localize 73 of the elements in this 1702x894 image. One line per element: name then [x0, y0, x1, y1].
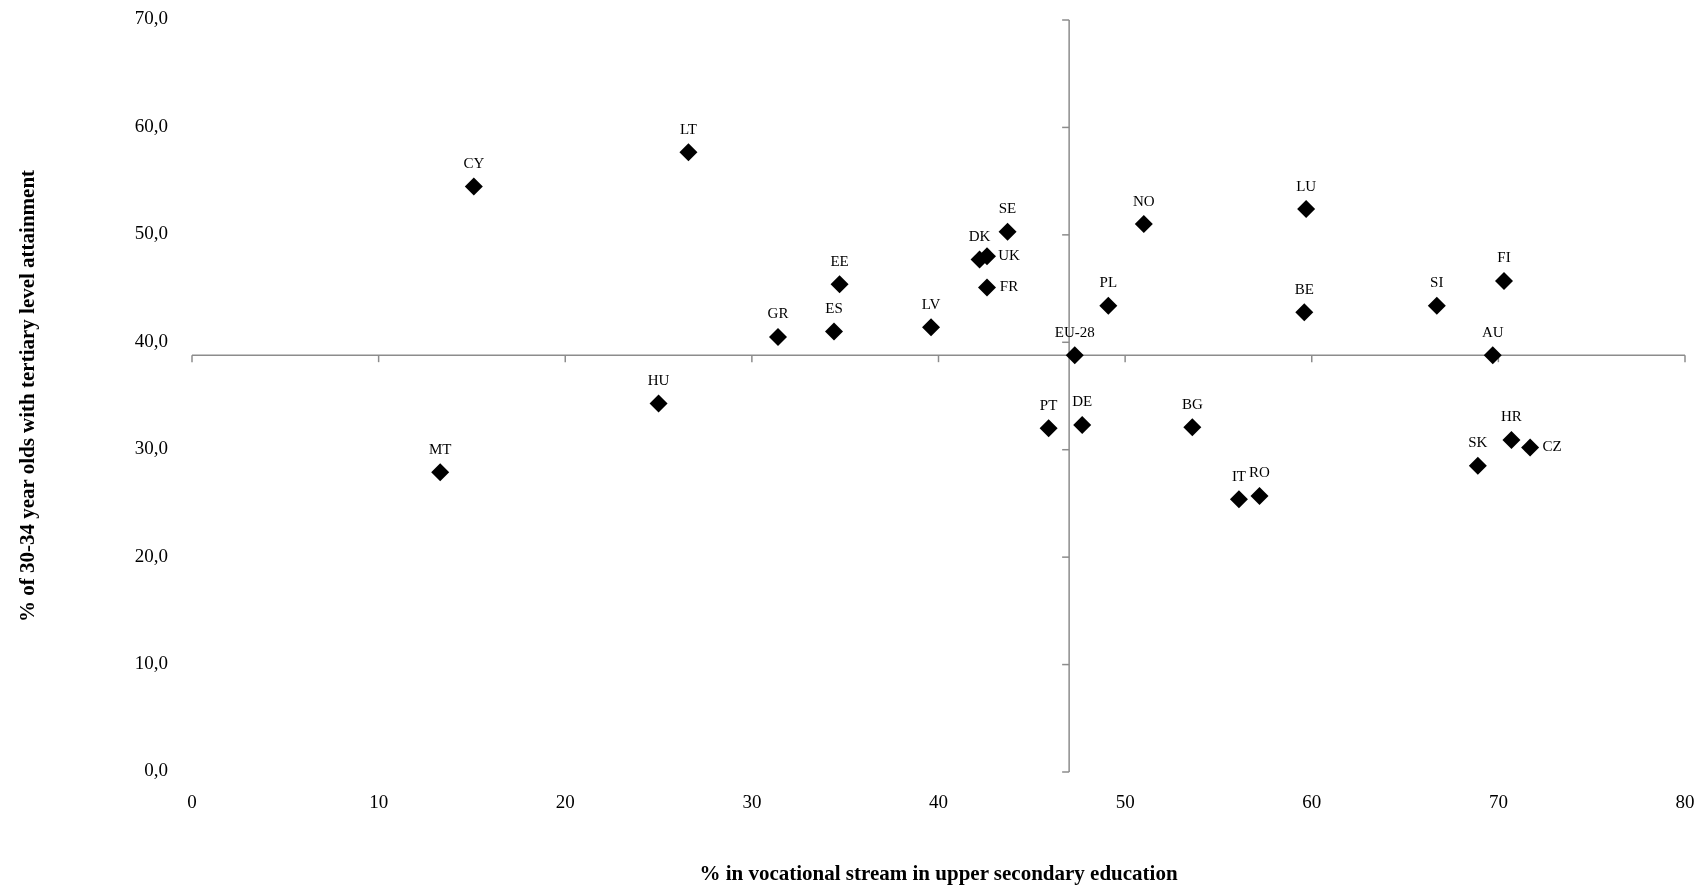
point	[922, 318, 941, 337]
annotation: BG	[1181, 395, 1203, 412]
y-tick-label: 70,0	[134, 7, 168, 29]
point	[1494, 272, 1513, 291]
annotation: DE	[1072, 393, 1093, 410]
point	[769, 327, 787, 346]
point	[1521, 438, 1540, 457]
point	[1073, 416, 1092, 435]
point	[1065, 346, 1084, 365]
annotation: PL	[1099, 274, 1118, 291]
annotation: DK	[968, 228, 991, 244]
x-tick-label: 0	[187, 791, 197, 812]
point	[464, 177, 483, 196]
annotation: PT	[1039, 396, 1058, 413]
point	[1427, 296, 1446, 315]
annotation: RO	[1249, 464, 1271, 481]
y-tick-label: 0,0	[144, 759, 168, 781]
x-tick-label: 40	[929, 791, 948, 812]
annotation: HU	[647, 371, 670, 388]
point	[824, 322, 843, 341]
point	[1250, 486, 1269, 505]
y-tick-label: 50,0	[134, 222, 168, 244]
x-tick-label: 30	[742, 791, 762, 812]
y-tick-label: 30,0	[134, 437, 168, 459]
point	[431, 463, 450, 482]
annotation: SE	[998, 200, 1017, 217]
point	[830, 275, 849, 294]
x-tick-label: 20	[555, 791, 575, 812]
annotation: FI	[1497, 249, 1511, 266]
point	[1134, 215, 1153, 234]
y-tick-label: 20,0	[134, 544, 168, 566]
x-tick-label: 50	[1115, 791, 1135, 812]
x-axis-title: % in vocational stream in upper secondary education	[699, 861, 1178, 885]
annotation: ES	[825, 299, 843, 316]
annotation: LV	[921, 295, 941, 312]
y-tick-label: 10,0	[134, 651, 168, 673]
point	[1295, 303, 1314, 322]
point	[649, 394, 668, 413]
annotation: LT	[679, 120, 697, 137]
point	[1502, 431, 1521, 450]
annotation: EE	[830, 252, 849, 269]
annotation: LU	[1296, 177, 1317, 194]
point	[1039, 419, 1058, 438]
annotation: UK	[998, 246, 1021, 263]
point	[679, 143, 698, 162]
annotation: CZ	[1542, 438, 1562, 454]
y-axis-title: % of 30-34 year olds with tertiary level attainment	[15, 169, 39, 623]
x-tick-label: 80	[1675, 791, 1695, 812]
annotation: NO	[1132, 192, 1155, 209]
x-tick-label: 60	[1302, 791, 1322, 812]
point	[1297, 200, 1316, 219]
annotation: MT	[428, 440, 452, 457]
point	[1099, 296, 1118, 315]
point	[1483, 346, 1502, 365]
point	[1468, 456, 1487, 475]
annotation: HR	[1501, 408, 1522, 425]
annotation: FR	[999, 277, 1019, 294]
annotation: SI	[1430, 274, 1444, 291]
point	[998, 222, 1017, 241]
annotation: EU-28	[1054, 323, 1095, 340]
annotation: SK	[1468, 434, 1488, 451]
x-tick-label: 70	[1488, 791, 1508, 812]
annotation: GR	[767, 305, 789, 322]
annotation: IT	[1231, 467, 1247, 484]
x-tick-label: 10	[369, 791, 389, 812]
point	[1183, 418, 1202, 437]
annotation: AU	[1481, 323, 1504, 340]
point	[978, 278, 997, 297]
point	[1229, 490, 1248, 509]
annotation: CY	[463, 154, 485, 171]
y-tick-label: 40,0	[134, 329, 168, 351]
y-tick-label: 60,0	[134, 114, 168, 136]
annotation: BE	[1294, 280, 1314, 297]
